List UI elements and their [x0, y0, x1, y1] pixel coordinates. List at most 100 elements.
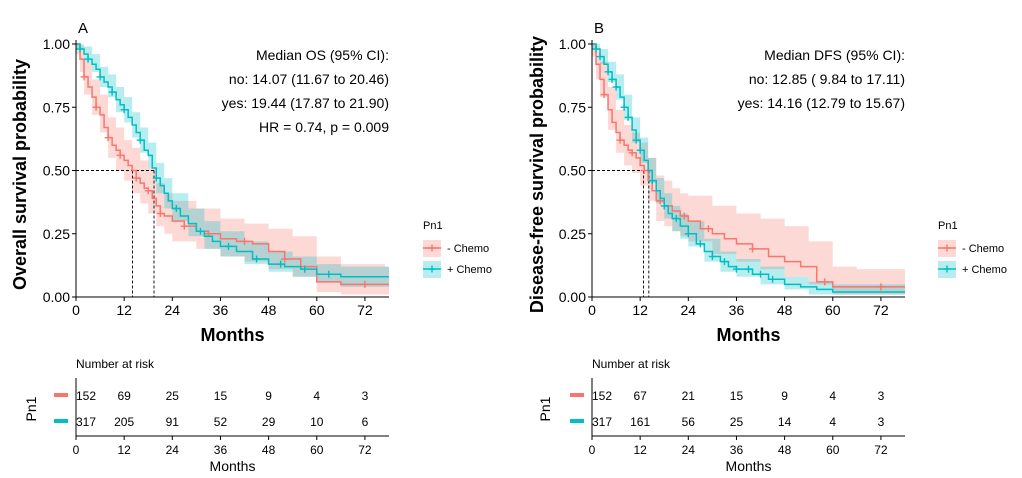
- risk-count: 161: [630, 415, 650, 429]
- censor-marks-plus-chemo: [592, 45, 777, 283]
- x-axis-title: Months: [717, 325, 781, 345]
- legend: Pn1 - Chemo + Chemo: [938, 220, 1007, 278]
- stats-annotation-line: no: 14.07 (11.67 to 20.46): [229, 71, 389, 87]
- risk-count: 9: [781, 389, 788, 403]
- y-tick-label: 0.00: [43, 289, 70, 305]
- risk-count: 15: [214, 389, 228, 403]
- x-tick-label: 36: [213, 302, 229, 318]
- censor-marks-minus-chemo: [600, 91, 885, 291]
- stats-annotation-line: yes: 19.44 (17.87 to 21.90): [222, 95, 389, 111]
- risk-strata-label: Pn1: [23, 396, 39, 421]
- y-tick-label: 1.00: [43, 36, 70, 52]
- x-tick-label: 24: [681, 302, 697, 318]
- risk-table-title: Number at risk: [76, 357, 155, 371]
- y-tick-label: 0.50: [559, 163, 586, 179]
- x-tick-label: 72: [357, 302, 373, 318]
- x-tick-label: 12: [632, 302, 648, 318]
- risk-count: 4: [829, 415, 836, 429]
- risk-x-tick-label: 48: [778, 443, 792, 457]
- risk-count: 15: [730, 389, 744, 403]
- risk-count: 91: [166, 415, 180, 429]
- y-tick-label: 1.00: [559, 36, 586, 52]
- km-curve-minus-chemo: [592, 43, 905, 288]
- risk-x-tick-label: 60: [826, 443, 840, 457]
- x-tick-label: 24: [165, 302, 181, 318]
- y-tick-label: 0.75: [559, 99, 586, 115]
- risk-count: 3: [878, 389, 885, 403]
- y-axis-title: Overall survival probability: [10, 59, 30, 290]
- risk-x-axis-title: Months: [210, 458, 256, 474]
- risk-count: 4: [313, 389, 320, 403]
- x-tick-label: 72: [873, 302, 889, 318]
- risk-x-tick-label: 36: [730, 443, 744, 457]
- stats-annotation-line: yes: 14.16 (12.79 to 15.67): [738, 95, 905, 111]
- risk-x-tick-label: 24: [166, 443, 180, 457]
- risk-x-tick-label: 72: [874, 443, 888, 457]
- y-axis-title: Disease-free survival probability: [527, 36, 547, 313]
- stats-annotation-line: HR = 0.74, p = 0.009: [259, 119, 389, 135]
- stats-annotation-line: Median OS (95% CI):: [256, 47, 389, 63]
- risk-count: 52: [214, 415, 228, 429]
- risk-count: 152: [76, 389, 96, 403]
- risk-count: 69: [117, 389, 131, 403]
- y-tick-label: 0.75: [43, 99, 70, 115]
- y-tick-label: 0.25: [559, 226, 586, 242]
- km-panel-b: 0.00 0.25 0.50 0.75 1.00 0 12 24 36 48 60 72 Months D…: [527, 20, 1007, 474]
- y-tick-label: 0.25: [43, 226, 70, 242]
- legend-title: Pn1: [938, 220, 958, 232]
- panel-label: A: [78, 20, 88, 37]
- legend-label-plus-chemo: + Chemo: [962, 264, 1007, 276]
- legend-label-plus-chemo: + Chemo: [447, 264, 492, 276]
- risk-count: 317: [76, 415, 96, 429]
- x-tick-label: 60: [825, 302, 841, 318]
- x-tick-label: 48: [777, 302, 793, 318]
- risk-count: 205: [114, 415, 134, 429]
- risk-count: 25: [166, 389, 180, 403]
- risk-x-tick-label: 12: [117, 443, 131, 457]
- risk-strata-label: Pn1: [537, 396, 553, 421]
- risk-count: 152: [592, 389, 612, 403]
- risk-table: Number at risk 152 69 25 15 9 4 3 317 205 91 52 29 10…: [23, 357, 389, 474]
- risk-x-tick-label: 24: [682, 443, 696, 457]
- risk-count: 4: [829, 389, 836, 403]
- risk-x-tick-label: 36: [214, 443, 228, 457]
- ci-band-plus-chemo: [592, 44, 905, 295]
- risk-count: 10: [310, 415, 324, 429]
- legend-label-minus-chemo: - Chemo: [447, 243, 489, 255]
- x-tick-label: 60: [309, 302, 325, 318]
- legend: Pn1 - Chemo + Chemo: [423, 220, 492, 278]
- legend-label-minus-chemo: - Chemo: [962, 243, 1004, 255]
- risk-count: 317: [592, 415, 612, 429]
- risk-count: 29: [262, 415, 276, 429]
- x-axis-title: Months: [201, 325, 265, 345]
- panel-label: B: [594, 20, 604, 37]
- risk-x-tick-label: 72: [358, 443, 372, 457]
- x-tick-label: 48: [261, 302, 277, 318]
- stats-annotation-line: no: 12.85 ( 9.84 to 17.11): [749, 71, 905, 87]
- y-tick-label: 0.50: [43, 163, 70, 179]
- risk-count: 6: [362, 415, 369, 429]
- risk-x-axis-title: Months: [726, 458, 772, 474]
- legend-title: Pn1: [423, 220, 443, 232]
- risk-table-title: Number at risk: [592, 357, 671, 371]
- censor-marks-plus-chemo: [76, 45, 333, 278]
- risk-x-tick-label: 0: [73, 443, 80, 457]
- x-tick-label: 0: [72, 302, 80, 318]
- risk-count: 67: [633, 389, 647, 403]
- risk-count: 3: [362, 389, 369, 403]
- ci-band-minus-chemo: [76, 44, 389, 295]
- stats-annotation-line: Median DFS (95% CI):: [764, 47, 905, 63]
- censor-marks-minus-chemo: [80, 73, 369, 288]
- x-tick-label: 36: [729, 302, 745, 318]
- risk-count: 3: [878, 415, 885, 429]
- y-tick-label: 0.00: [559, 289, 586, 305]
- risk-count: 9: [265, 389, 272, 403]
- risk-table: Number at risk 152 67 21 15 9 4 3 317 161 56 25 14 4 3…: [537, 357, 905, 474]
- risk-count: 25: [730, 415, 744, 429]
- x-tick-label: 12: [116, 302, 132, 318]
- risk-x-tick-label: 60: [310, 443, 324, 457]
- x-tick-label: 0: [588, 302, 596, 318]
- risk-x-tick-label: 0: [589, 443, 596, 457]
- km-panel-a: 0.000.250.500.751.000 12 24 36 48 60 72MonthsO…: [10, 20, 492, 474]
